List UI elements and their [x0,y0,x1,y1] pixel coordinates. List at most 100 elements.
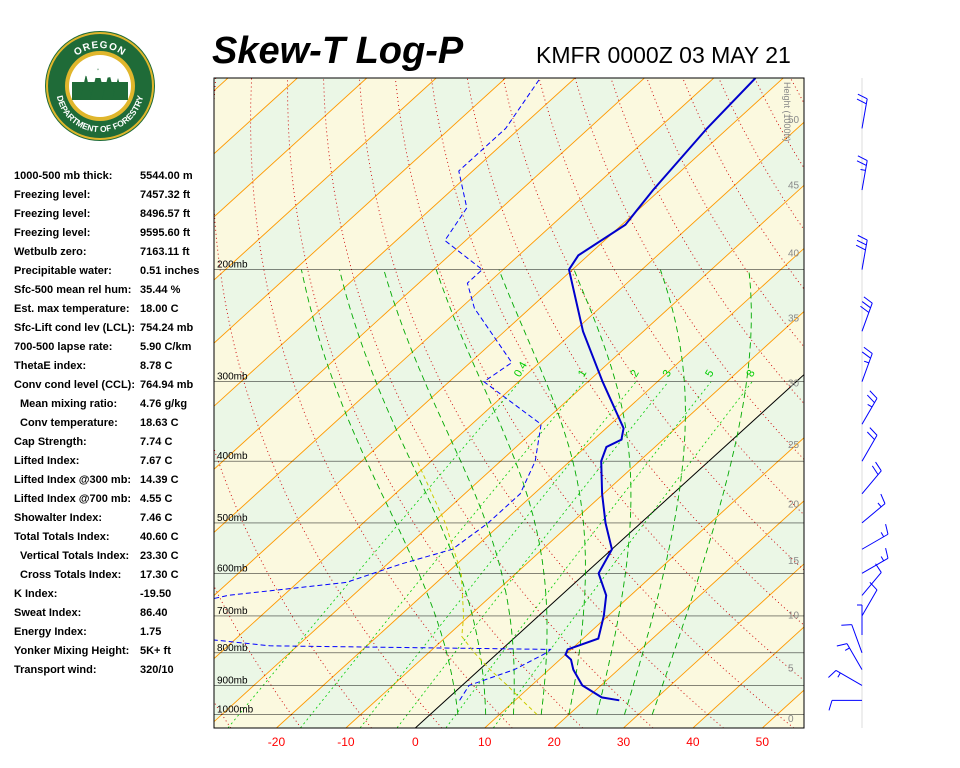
x-tick-label: 10 [478,735,492,749]
moist-adiabat [339,269,487,715]
height-label: 40 [788,249,800,260]
x-tick-label: 20 [547,735,561,749]
wind-barb-half-flag [837,672,841,678]
wind-barb-flag [866,431,875,440]
wind-barb-staff [861,470,882,495]
index-value: 7.67 C [140,455,173,467]
isotherm-line [762,689,804,728]
wind-barb-half-flag [860,169,866,171]
wind-barb [828,669,863,686]
index-row: Sweat Index: 86.40 [14,605,214,624]
isotherm-line [553,500,804,728]
index-label: Conv temperature: [20,417,118,429]
isotherm-line [623,563,804,728]
index-row: 1000-500 mb thick: 5544.00 m [14,168,214,187]
pressure-label: 900mb [217,675,248,686]
x-tick-label: 30 [617,735,631,749]
index-value: 7163.11 ft [140,246,190,258]
height-label: 15 [788,556,800,567]
mixing-ratio-line [227,381,521,728]
isotherm-line [484,437,804,728]
isotherm-band [484,437,804,728]
index-value: 1.75 [140,626,162,638]
index-row: Freezing level: 9595.60 ft [14,225,214,244]
wind-barb [861,346,873,382]
index-label: Showalter Index: [14,512,103,524]
index-row: 700-500 lapse rate: 5.90 C/km [14,339,214,358]
wind-barb-flag [869,427,878,436]
mixing-ratio-line [492,381,753,728]
wind-barb-staff [861,239,868,270]
index-row: Conv temperature: 18.63 C [14,415,214,434]
index-value: -19.50 [140,588,172,600]
index-row: Transport wind: 320/10 [14,662,214,681]
wind-barb-staff [861,503,886,524]
wind-barb-flag [863,296,873,304]
pressure-label: 700mb [217,606,248,617]
mixing-ratio-label: 0.4 [512,360,530,379]
index-value: 0.51 inches [140,265,200,277]
index-value: 8496.57 ft [140,208,191,220]
height-label: 50 [788,115,800,126]
wind-barb-half-flag [880,532,885,538]
index-value: 4.55 C [140,493,173,505]
pressure-label: 800mb [217,643,248,654]
wind-barb-staff [861,557,889,574]
wind-barb-flag [869,390,878,399]
plot-frame [213,77,805,729]
wind-barb-staff [861,353,873,382]
index-label: Sfc-Lift cond lev (LCL): [14,322,135,334]
wind-barb-flag [885,548,889,559]
wind-barb [861,390,878,425]
wind-barb-flag [875,461,882,472]
index-label: Yonker Mixing Height: [14,645,130,657]
wind-barb-flag [885,523,889,535]
mixing-ratio-line [300,381,585,728]
pressure-label: 300mb [217,372,248,383]
wind-barb-staff [861,589,878,617]
x-tick-label: -20 [268,735,286,749]
index-label: Cap Strength: [14,436,87,448]
isotherm-band [276,248,804,728]
pressure-label: 1000mb [217,705,254,716]
isotherm-line [692,626,804,728]
isotherm-band [692,627,804,728]
wind-barb [836,643,863,670]
x-tick-label: 50 [756,735,770,749]
index-row: Sfc-500 mean rel hum: 35.44 % [14,282,214,301]
wind-barb-flag [871,465,879,475]
wind-barb [856,155,868,191]
index-label: Freezing level: [14,227,91,239]
index-value: 5.90 C/km [140,341,192,353]
wind-barb-staff [851,624,863,653]
index-row: Showalter Index: 7.46 C [14,510,214,529]
dry-adiabat [718,78,804,231]
index-value: 35.44 % [140,284,181,296]
index-label: Wetbulb zero: [14,246,87,258]
wind-barb-flag [841,624,852,626]
wind-barb-flag [863,346,873,354]
index-row: Conv cond level (CCL): 764.94 mb [14,377,214,396]
wind-barb-flag [866,394,875,403]
wind-barb-flag [861,301,871,309]
wind-barb-staff [835,669,863,686]
wind-barb-flag [857,155,868,161]
index-row: Vertical Totals Index: 23.30 C [14,548,214,567]
index-label: 1000-500 mb thick: [14,170,113,182]
pressure-label: 500mb [217,513,248,524]
dry-adiabat [466,78,804,626]
mixing-ratio-label: 5 [703,368,716,379]
index-value: 754.24 mb [140,322,194,334]
index-value: 18.00 C [140,303,179,315]
isotherm-line [832,78,960,728]
dry-adiabat [934,78,960,728]
wind-barb-staff [861,160,868,191]
wind-barb [861,493,886,524]
index-row: Energy Index: 1.75 [14,624,214,643]
height-label: 0 [788,714,794,725]
dry-adiabat [862,78,960,728]
wind-barb-staff [861,302,873,332]
moist-adiabat [300,269,459,715]
x-tick-label: 40 [686,735,700,749]
index-label: Lifted Index @300 mb: [14,474,132,486]
